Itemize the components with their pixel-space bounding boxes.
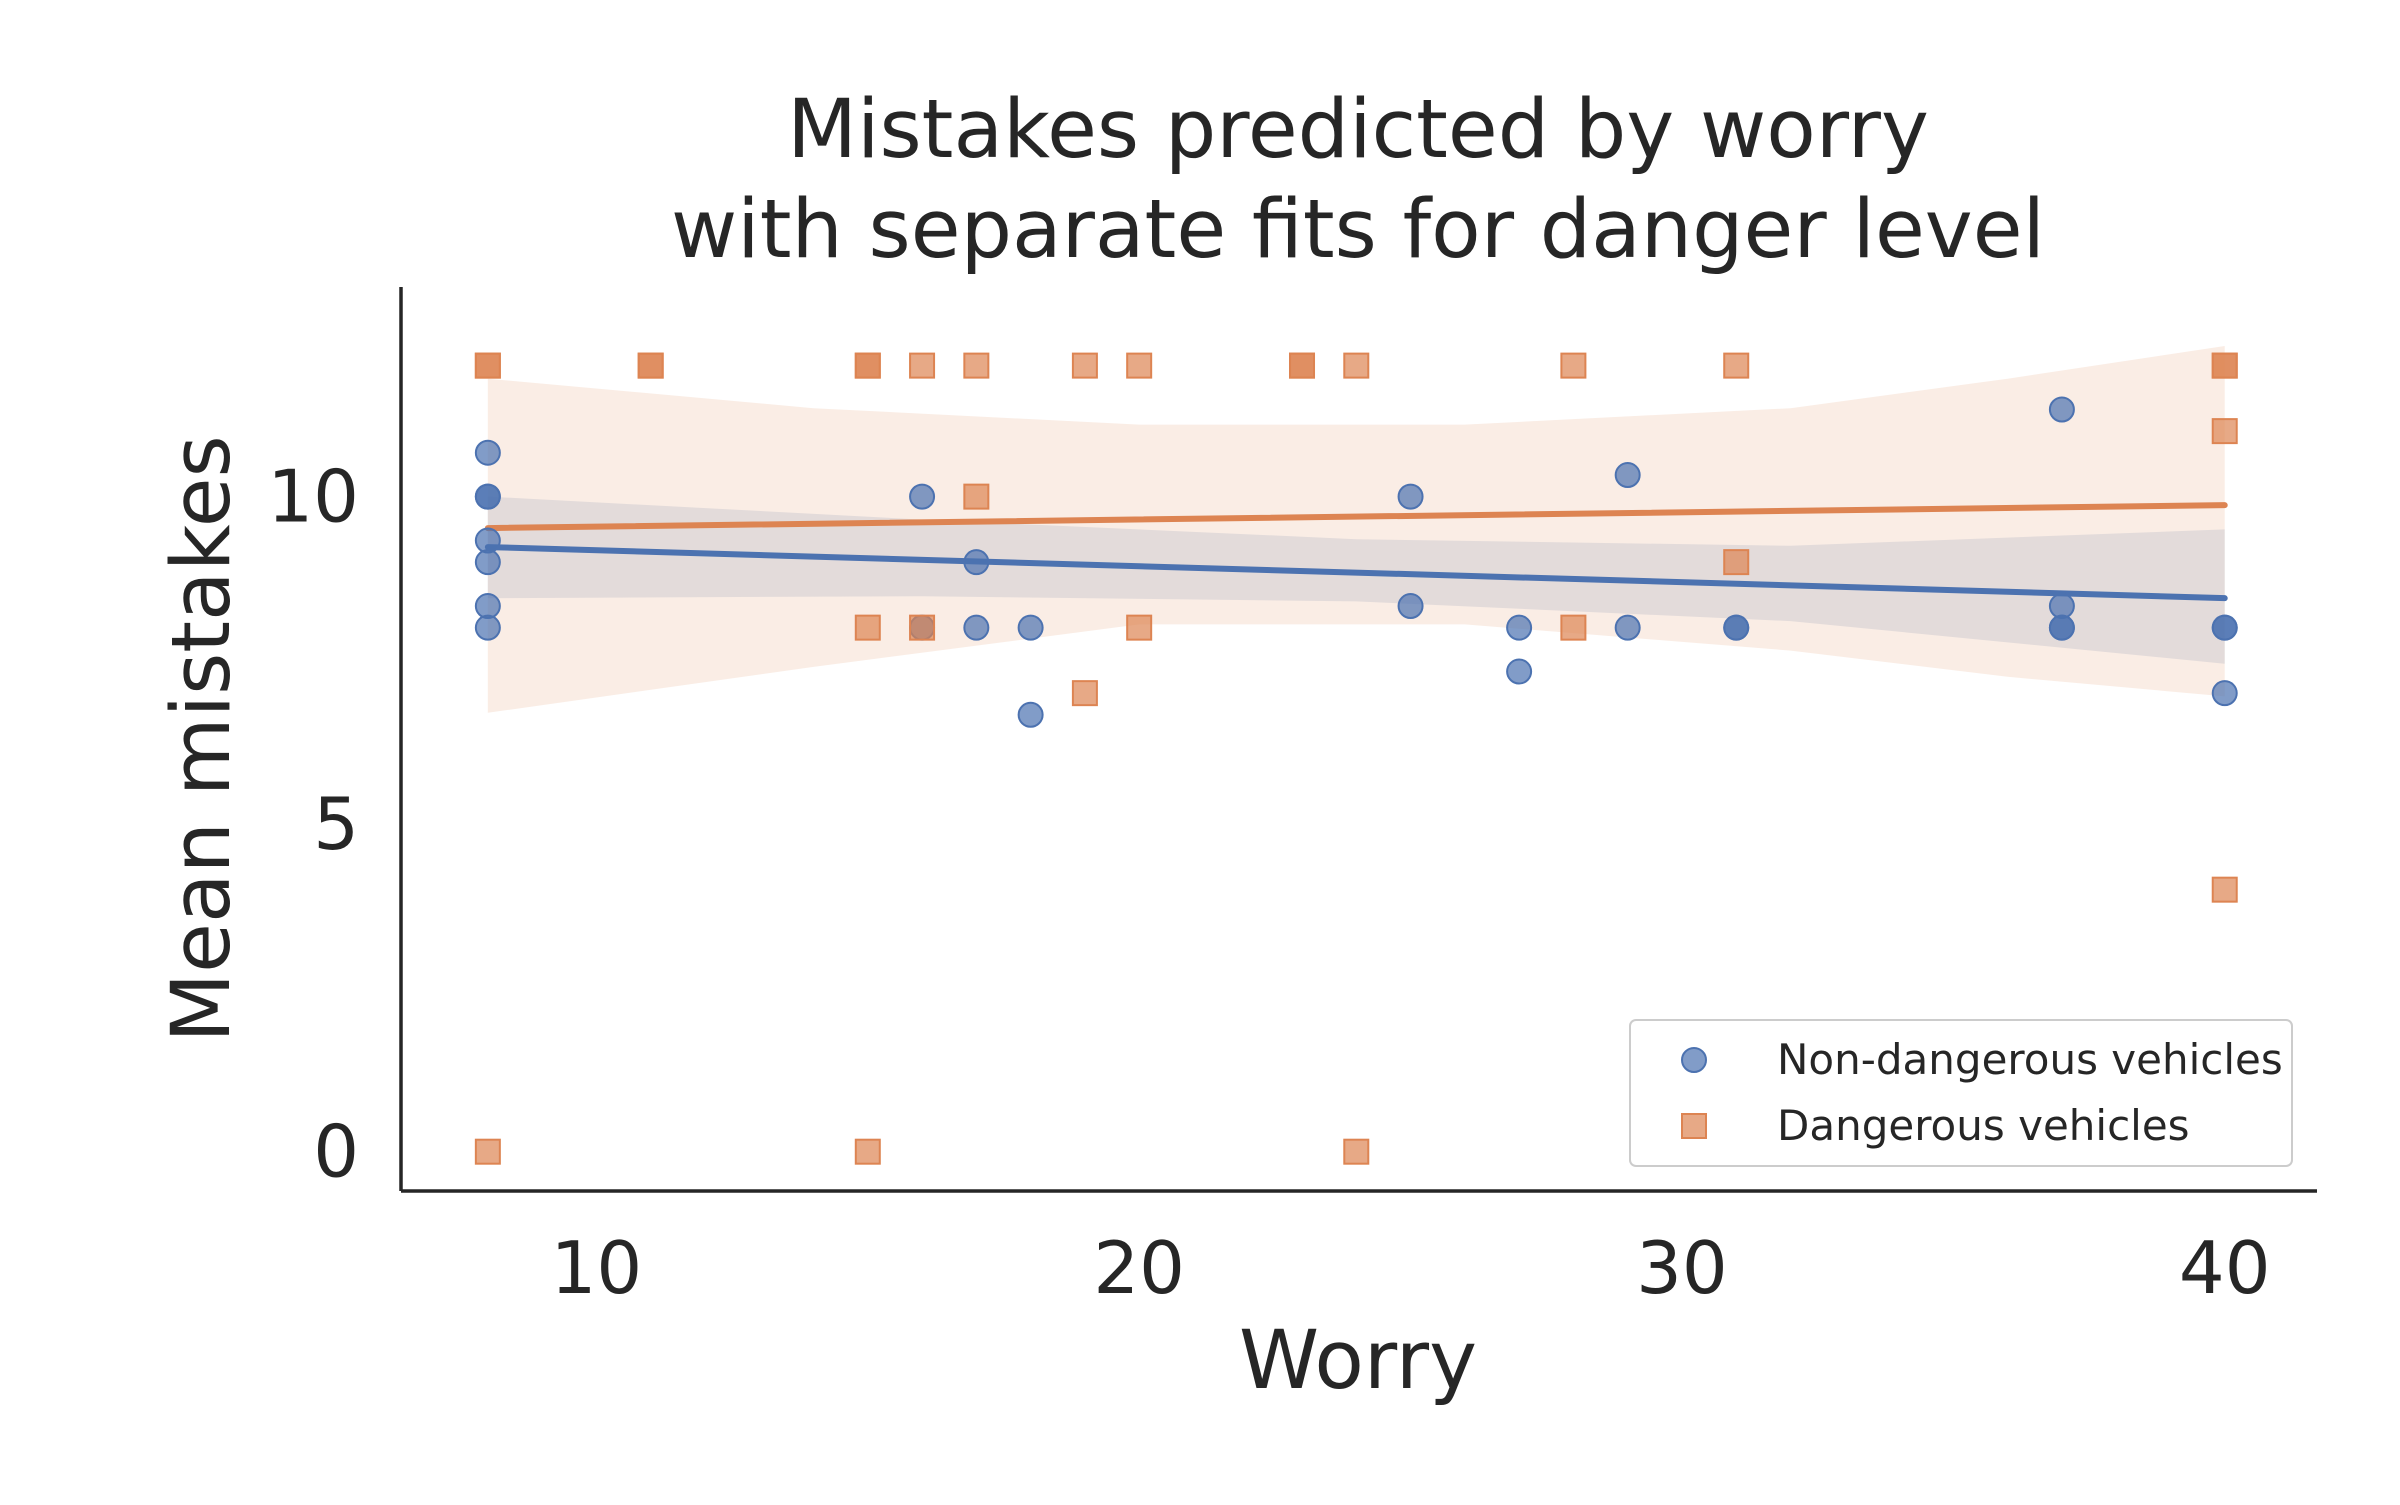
point-non-dangerous	[1723, 614, 1750, 641]
fit-line-non-dangerous	[484, 544, 2228, 602]
x-tick-label: 10	[551, 1226, 643, 1310]
point-non-dangerous	[474, 614, 501, 641]
point-non-dangerous	[2211, 614, 2238, 641]
point-non-dangerous	[2211, 680, 2238, 707]
point-non-dangerous	[474, 439, 501, 466]
x-axis-label: Worry	[1239, 1314, 1477, 1408]
point-dangerous	[474, 1138, 501, 1165]
point-non-dangerous	[963, 614, 990, 641]
point-non-dangerous	[474, 483, 501, 510]
fit-line-dangerous	[484, 502, 2228, 532]
point-non-dangerous	[1614, 462, 1641, 489]
point-non-dangerous	[1506, 658, 1533, 685]
point-non-dangerous	[909, 483, 936, 510]
chart-title-line-1: Mistakes predicted by worry	[787, 83, 1929, 177]
x-tick-label: 20	[1093, 1226, 1185, 1310]
point-non-dangerous	[474, 527, 501, 554]
point-dangerous	[1343, 1138, 1370, 1165]
legend-label-dangerous: Dangerous vehicles	[1777, 1101, 2190, 1150]
legend-label-non-dangerous: Non-dangerous vehicles	[1777, 1035, 2283, 1084]
confidence-band-dangerous	[487, 346, 2225, 713]
confidence-band-non-dangerous	[487, 496, 2225, 664]
point-non-dangerous	[1614, 614, 1641, 641]
point-non-dangerous	[2048, 593, 2075, 620]
x-tick-label: 40	[2179, 1226, 2271, 1310]
y-tick-label: 5	[313, 782, 359, 866]
point-dangerous	[963, 483, 990, 510]
point-non-dangerous	[1397, 483, 1424, 510]
legend-frame	[1629, 1019, 2293, 1167]
legend: Non-dangerous vehicles Dangerous vehicle…	[1629, 1019, 2293, 1167]
point-dangerous	[1289, 352, 1316, 379]
legend-marker-dangerous	[1681, 1113, 1707, 1139]
confidence-bands	[487, 346, 2225, 713]
point-dangerous	[474, 352, 501, 379]
y-axis-label: Mean mistakes	[155, 435, 249, 1043]
point-non-dangerous	[1506, 614, 1533, 641]
point-dangerous	[1071, 680, 1098, 707]
point-dangerous	[637, 352, 664, 379]
point-dangerous	[909, 352, 936, 379]
point-dangerous	[1560, 614, 1587, 641]
point-dangerous	[854, 614, 881, 641]
chart-title-line-2: with separate fits for danger level	[671, 183, 2045, 277]
y-tick-label: 10	[267, 455, 359, 539]
point-dangerous	[963, 352, 990, 379]
point-dangerous	[854, 1138, 881, 1165]
point-dangerous	[1560, 352, 1587, 379]
point-non-dangerous	[1017, 614, 1044, 641]
y-tick-label: 0	[313, 1110, 359, 1194]
point-dangerous	[854, 352, 881, 379]
point-dangerous	[1126, 352, 1153, 379]
regression-lines	[484, 502, 2228, 602]
point-dangerous	[1723, 549, 1750, 576]
point-dangerous	[2211, 418, 2238, 445]
data-points	[474, 352, 2238, 1165]
point-dangerous	[1071, 352, 1098, 379]
point-dangerous	[2211, 876, 2238, 903]
y-tick-labels: 0 5 10	[267, 455, 359, 1194]
x-tick-labels: 10 20 30 40	[551, 1226, 2271, 1310]
point-dangerous	[1343, 352, 1370, 379]
legend-marker-non-dangerous	[1681, 1047, 1707, 1073]
point-dangerous	[1723, 352, 1750, 379]
point-dangerous	[909, 614, 936, 641]
point-non-dangerous	[2048, 614, 2075, 641]
point-non-dangerous	[474, 593, 501, 620]
point-non-dangerous	[963, 549, 990, 576]
point-non-dangerous	[1397, 593, 1424, 620]
point-dangerous	[2211, 352, 2238, 379]
point-non-dangerous	[2048, 396, 2075, 423]
point-non-dangerous	[474, 549, 501, 576]
point-non-dangerous	[1017, 701, 1044, 728]
point-dangerous	[1126, 614, 1153, 641]
x-tick-label: 30	[1636, 1226, 1728, 1310]
